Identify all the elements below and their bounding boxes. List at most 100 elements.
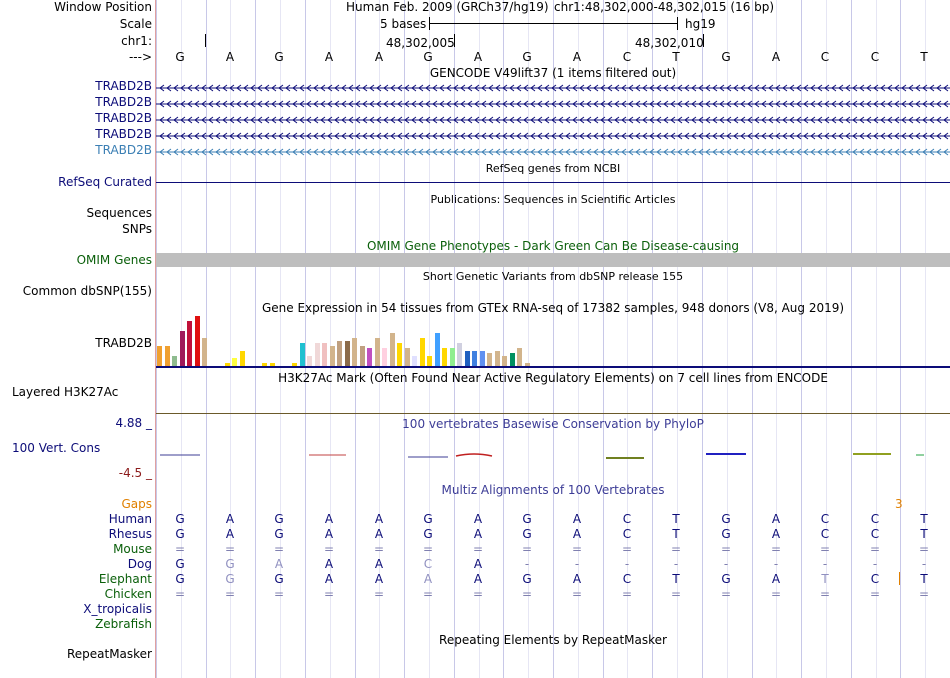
gencode-transcript[interactable] <box>156 113 950 128</box>
gtex-tissue-bar[interactable] <box>389 333 395 366</box>
gridline <box>851 0 852 678</box>
gtex-tissue-bar[interactable] <box>164 346 170 366</box>
gtex-tissue-bar[interactable] <box>479 351 485 366</box>
gtex-tissue-bar[interactable] <box>299 343 305 366</box>
gencode-transcript[interactable] <box>156 129 950 144</box>
gtex-tissue-bar[interactable] <box>419 338 425 366</box>
refseq-gene-line[interactable] <box>156 182 950 183</box>
gtex-tissue-bar[interactable] <box>367 348 372 366</box>
gtex-tissue-bar[interactable] <box>397 343 402 366</box>
gtex-tissue-bar[interactable] <box>434 333 440 366</box>
gtex-tissue-bar[interactable] <box>187 321 192 366</box>
gencode-gene-label[interactable]: TRABD2B <box>95 79 152 93</box>
gtex-tissue-bar[interactable] <box>337 341 342 366</box>
gtex-tissue-bar[interactable] <box>344 341 350 366</box>
alignment-base-mouse: = <box>521 542 533 556</box>
gtex-tissue-bar[interactable] <box>172 356 177 366</box>
ruler-tick <box>205 34 206 47</box>
gencode-transcript[interactable] <box>156 97 950 112</box>
gencode-track-title: GENCODE V49lift37 (1 items filtered out) <box>429 66 677 80</box>
gtex-tissue-bar[interactable] <box>352 338 357 366</box>
multiz-track-title: Multiz Alignments of 100 Vertebrates <box>441 483 665 497</box>
gtex-tissue-bar[interactable] <box>494 351 500 366</box>
phylop-label[interactable]: 100 Vert. Cons <box>12 441 101 455</box>
gtex-tissue-bar[interactable] <box>509 353 515 366</box>
gtex-tissue-bar[interactable] <box>404 348 410 366</box>
species-label-xtropicalis[interactable]: X_tropicalis <box>83 602 152 616</box>
gtex-tissue-bar[interactable] <box>202 338 207 366</box>
gencode-gene-label[interactable]: TRABD2B <box>95 127 152 141</box>
alignment-base-human: A <box>225 512 235 526</box>
gtex-tissue-bar[interactable] <box>502 356 507 366</box>
gtex-bar-chart[interactable] <box>156 314 950 366</box>
species-label-rhesus[interactable]: Rhesus <box>108 527 152 541</box>
gtex-tissue-bar[interactable] <box>524 363 530 366</box>
gtex-tissue-bar[interactable] <box>359 346 365 366</box>
gtex-tissue-bar[interactable] <box>239 351 245 366</box>
gtex-tissue-bar[interactable] <box>322 343 327 366</box>
alignment-base-chicken: = <box>373 587 385 601</box>
gtex-tissue-bar[interactable] <box>464 351 470 366</box>
gridline <box>404 0 405 678</box>
gtex-tissue-bar[interactable] <box>427 356 432 366</box>
gtex-tissue-bar[interactable] <box>374 338 380 366</box>
gtex-tissue-bar[interactable] <box>442 348 447 366</box>
alignment-base-chicken: = <box>770 587 782 601</box>
alignment-base-dog: C <box>423 557 433 571</box>
omim-gene-bar[interactable] <box>156 253 950 267</box>
track-image-panel[interactable]: Human Feb. 2009 (GRCh37/hg19) chr1:48,30… <box>156 0 950 678</box>
species-label-elephant[interactable]: Elephant <box>98 572 152 586</box>
refseq-label[interactable]: RefSeq Curated <box>58 175 152 189</box>
gtex-tissue-bar[interactable] <box>292 363 297 366</box>
alignment-base-rhesus: G <box>721 527 731 541</box>
strand-label[interactable]: ---> <box>128 50 152 64</box>
gtex-label[interactable]: TRABD2B <box>95 336 152 350</box>
species-label-dog[interactable]: Dog <box>127 557 152 571</box>
species-label-human[interactable]: Human <box>108 512 152 526</box>
gtex-tissue-bar[interactable] <box>457 343 462 366</box>
gtex-tissue-bar[interactable] <box>307 356 312 366</box>
alignment-base-rhesus: A <box>225 527 235 541</box>
alignment-base-rhesus: C <box>870 527 880 541</box>
gtex-track-title: Gene Expression in 54 tissues from GTEx … <box>261 301 845 315</box>
gaps-label[interactable]: Gaps <box>121 497 152 511</box>
gencode-gene-label[interactable]: TRABD2B <box>95 143 152 157</box>
gtex-tissue-bar[interactable] <box>194 316 200 366</box>
species-label-zebrafish[interactable]: Zebrafish <box>95 617 152 631</box>
gencode-gene-label[interactable]: TRABD2B <box>95 111 152 125</box>
phylop-signal[interactable] <box>156 444 950 474</box>
insertion-marker[interactable] <box>899 572 900 585</box>
publications-track-title: Publications: Sequences in Scientific Ar… <box>430 193 676 206</box>
gtex-tissue-bar[interactable] <box>472 351 477 366</box>
gencode-transcript[interactable] <box>156 145 950 160</box>
gtex-tissue-bar[interactable] <box>329 346 335 366</box>
alignment-base-chicken: = <box>720 587 732 601</box>
repeatmasker-label[interactable]: RepeatMasker <box>66 647 152 661</box>
gtex-tissue-bar[interactable] <box>412 356 417 366</box>
gtex-tissue-bar[interactable] <box>224 363 230 366</box>
gencode-gene-label[interactable]: TRABD2B <box>95 95 152 109</box>
species-label-mouse[interactable]: Mouse <box>113 542 152 556</box>
gencode-transcript[interactable] <box>156 81 950 96</box>
gtex-tissue-bar[interactable] <box>232 358 237 366</box>
gridline <box>752 0 753 678</box>
dbsnp-label[interactable]: Common dbSNP(155) <box>22 284 152 298</box>
omim-label[interactable]: OMIM Genes <box>76 253 152 267</box>
h3k27ac-signal-line[interactable] <box>156 413 950 414</box>
sequences-label[interactable]: Sequences <box>86 206 152 220</box>
gtex-tissue-bar[interactable] <box>262 363 267 366</box>
scale-bar <box>429 23 678 24</box>
snps-label[interactable]: SNPs <box>122 222 152 236</box>
gtex-tissue-bar[interactable] <box>487 353 492 366</box>
gtex-tissue-bar[interactable] <box>157 346 162 366</box>
h3k27ac-label[interactable]: Layered H3K27Ac <box>12 385 119 399</box>
species-label-chicken[interactable]: Chicken <box>104 587 152 601</box>
gtex-tissue-bar[interactable] <box>382 348 387 366</box>
alignment-base-human: T <box>672 512 680 526</box>
gtex-tissue-bar[interactable] <box>179 331 185 366</box>
gtex-tissue-bar[interactable] <box>314 343 320 366</box>
gtex-tissue-bar[interactable] <box>449 348 455 366</box>
gtex-tissue-bar[interactable] <box>517 348 522 366</box>
gtex-tissue-bar[interactable] <box>269 363 275 366</box>
strand-arrows-icon <box>159 116 949 124</box>
